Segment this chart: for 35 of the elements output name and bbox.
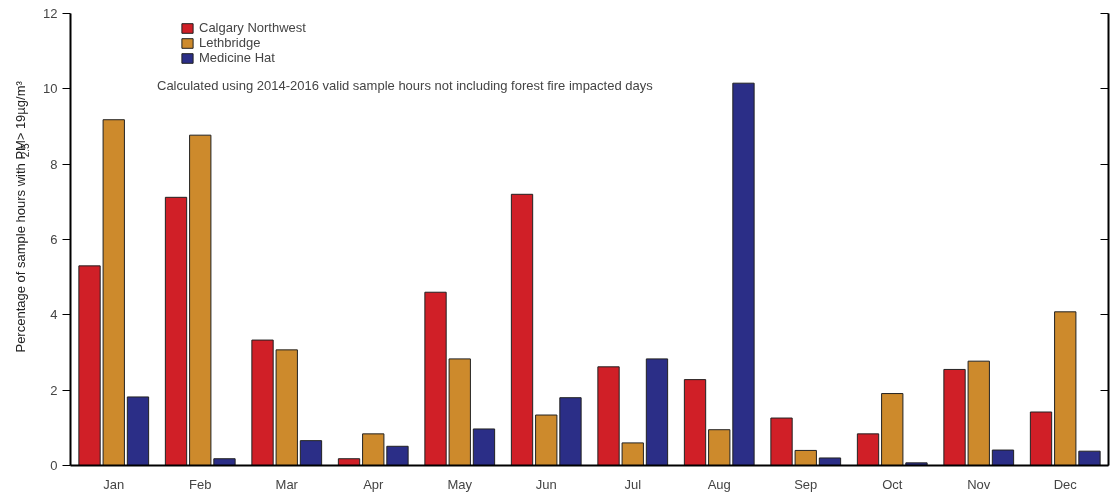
bar: [991, 449, 1015, 466]
y-tick-label: 0: [50, 458, 58, 473]
y-tick-label: 12: [43, 6, 58, 21]
bar: [126, 396, 150, 466]
y-tick-label: 4: [50, 307, 58, 323]
y-tick-label: 2: [50, 382, 58, 398]
x-tick-label: Jun: [535, 476, 557, 492]
y-tick-label: 10: [43, 81, 58, 97]
x-tick-label: Oct: [882, 476, 903, 492]
x-tick-label: Sep: [794, 476, 818, 492]
x-tick-label: Aug: [707, 476, 731, 492]
bar: [510, 193, 534, 466]
bar: [164, 196, 188, 466]
bar: [1029, 411, 1053, 466]
x-tick-label: Apr: [363, 476, 385, 492]
x-tick-label: May: [447, 476, 473, 492]
x-tick-label: Jul: [624, 476, 642, 492]
bar: [818, 457, 842, 466]
x-tick-label: Dec: [1053, 476, 1078, 492]
bar: [472, 428, 496, 466]
y-tick-label: 6: [50, 232, 58, 247]
x-tick-label: Feb: [189, 476, 212, 492]
legend-label: Lethbridge: [199, 35, 261, 50]
x-tick-label: Nov: [967, 476, 991, 492]
bar: [683, 379, 707, 466]
y-tick-label: 8: [50, 156, 58, 172]
bar: [337, 458, 361, 466]
bar: [856, 433, 880, 466]
legend-label: Calgary Northwest: [199, 20, 306, 35]
bar: [299, 440, 323, 466]
annotation: Calculated using 2014-2016 valid sample hours not including forest fire impacted days: [157, 77, 654, 93]
bar: [645, 358, 669, 466]
legend-label: Medicine Hat: [199, 50, 275, 65]
x-tick-label: Jan: [103, 476, 125, 492]
x-tick-label: Mar: [275, 476, 299, 492]
